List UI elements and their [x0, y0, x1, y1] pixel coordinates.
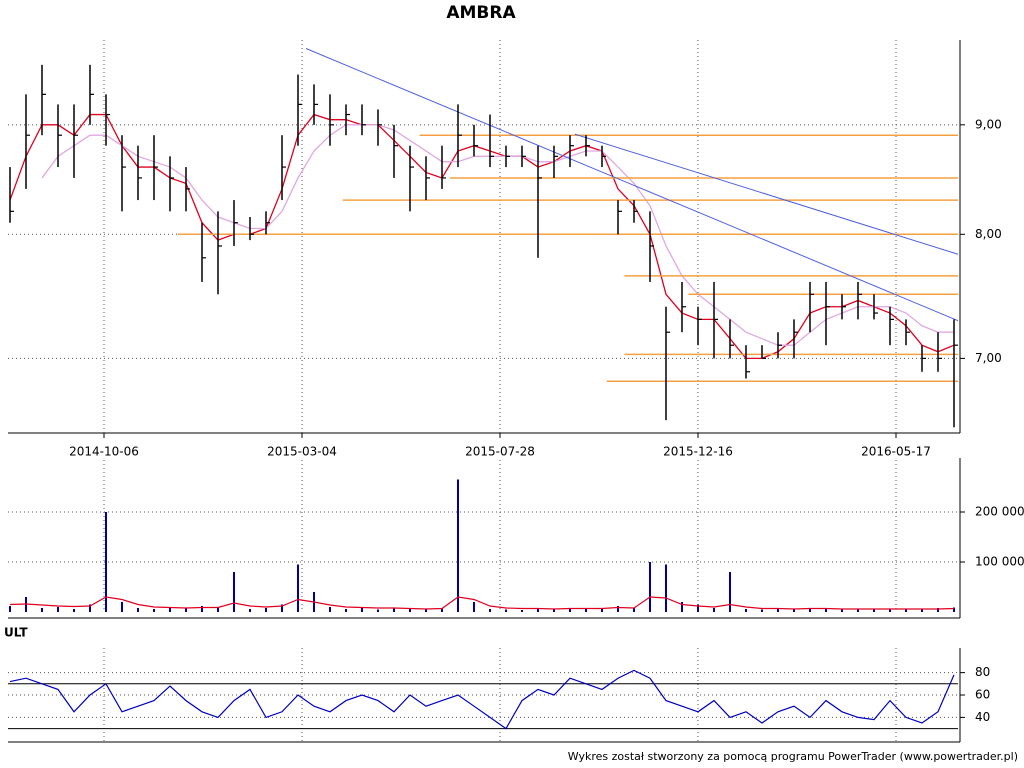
volume-bar: [937, 608, 939, 612]
x-tick-label: 2014-10-06: [69, 445, 139, 459]
x-tick-label: 2016-05-17: [861, 445, 931, 459]
volume-bar: [921, 609, 923, 612]
chart-title: AMBRA: [446, 3, 516, 23]
volume-bar: [105, 512, 107, 612]
line: [9, 669, 955, 730]
y-tick-label: 80: [975, 665, 990, 679]
volume-bar: [681, 602, 683, 612]
volume-bar: [121, 602, 123, 612]
panel-title: ULT: [4, 626, 28, 640]
volume-bar: [777, 609, 779, 612]
volume-bar: [809, 608, 811, 612]
line: [41, 124, 954, 346]
volume-bar: [841, 609, 843, 612]
trend-line: [574, 133, 959, 255]
footer: Wykres został stworzony za pomocą progra…: [568, 750, 1018, 763]
x-tick-label: 2015-07-28: [465, 445, 535, 459]
volume-bar: [521, 610, 523, 612]
volume-bar: [41, 608, 43, 612]
volume-bar: [457, 479, 459, 612]
volume-bar: [857, 609, 859, 612]
volume-bar: [489, 609, 491, 612]
volume-bar: [665, 564, 667, 612]
volume-bar: [361, 608, 363, 612]
y-tick-label: 100 000: [975, 555, 1024, 569]
volume-bar: [649, 562, 651, 612]
y-tick-label: 8,00: [975, 227, 1002, 241]
volume-bar: [553, 609, 555, 612]
volume-bar: [153, 609, 155, 612]
volume-bar: [473, 602, 475, 612]
volume-bar: [201, 606, 203, 612]
volume-bar: [377, 609, 379, 612]
y-tick-label: 200 000: [975, 505, 1024, 519]
volume-bar: [217, 607, 219, 612]
volume-bar: [9, 606, 11, 612]
volume-bar: [601, 608, 603, 612]
volume-bar: [441, 608, 443, 612]
volume-bar: [57, 607, 59, 612]
trend-line: [305, 48, 959, 322]
volume-bar: [745, 609, 747, 612]
volume-bar: [537, 609, 539, 612]
volume-bar: [297, 564, 299, 612]
volume-bar: [953, 607, 955, 612]
volume-bar: [761, 609, 763, 612]
volume-bar: [585, 609, 587, 612]
y-tick-label: 60: [975, 688, 990, 702]
volume-bar: [793, 609, 795, 612]
volume-bar: [505, 609, 507, 612]
y-tick-label: 40: [975, 710, 990, 724]
volume-bar: [329, 607, 331, 612]
line: [9, 596, 955, 610]
volume-bar: [617, 606, 619, 612]
volume-bar: [233, 572, 235, 612]
volume-bar: [697, 604, 699, 612]
volume-bar: [169, 607, 171, 612]
volume-bar: [633, 608, 635, 612]
volume-bar: [425, 609, 427, 612]
x-tick-label: 2015-12-16: [663, 445, 733, 459]
volume-bar: [569, 608, 571, 612]
volume-bar: [185, 608, 187, 612]
volume-bar: [137, 608, 139, 612]
volume-bar: [393, 608, 395, 612]
volume-bar: [89, 604, 91, 612]
volume-bar: [729, 572, 731, 612]
volume-bar: [345, 609, 347, 612]
volume-bar: [281, 604, 283, 612]
volume-bar: [73, 609, 75, 612]
volume-bar: [249, 609, 251, 612]
line: [9, 113, 955, 360]
volume-bar: [409, 609, 411, 612]
x-tick-label: 2015-03-04: [267, 445, 337, 459]
y-tick-label: 7,00: [975, 351, 1002, 365]
volume-bar: [265, 608, 267, 612]
volume-bar: [905, 609, 907, 612]
y-tick-label: 9,00: [975, 117, 1002, 131]
volume-bar: [825, 609, 827, 612]
volume-bar: [713, 608, 715, 612]
volume-bar: [889, 609, 891, 612]
volume-bar: [873, 608, 875, 612]
